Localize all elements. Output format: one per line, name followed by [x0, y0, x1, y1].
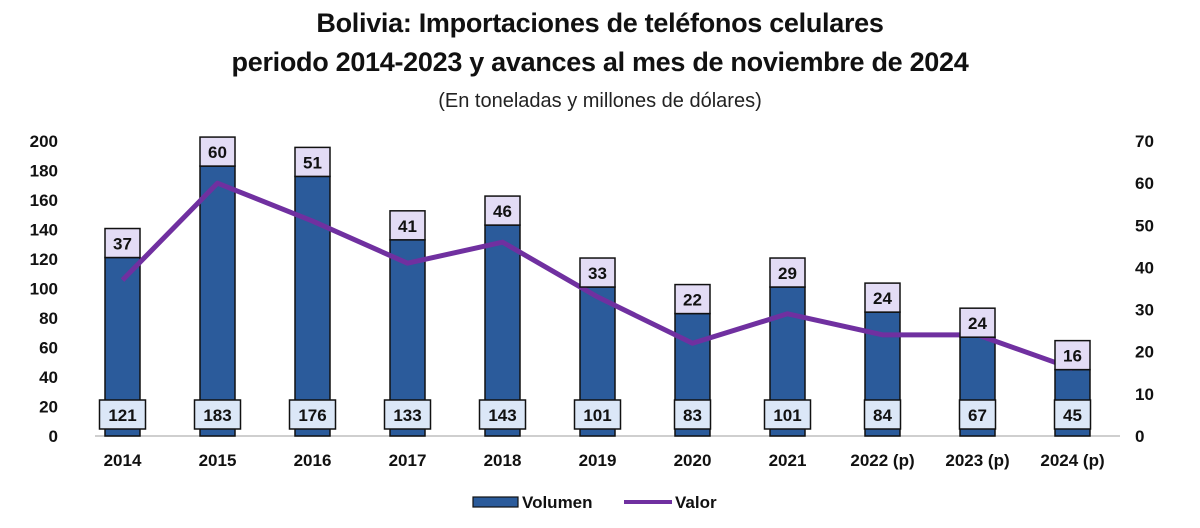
- y-right-tick-label: 60: [1135, 174, 1154, 193]
- line-label-box: [959, 307, 996, 338]
- bar-label-box: [383, 399, 432, 430]
- y-right-tick-label: 40: [1135, 258, 1154, 277]
- y-left-tick-label: 140: [30, 221, 58, 240]
- y-left-tick-label: 60: [39, 339, 58, 358]
- y-right-tick-label: 0: [1135, 427, 1144, 446]
- axes: 0 20 40 60 80 100 120 140 160 180 200 0 10 20 30 40 50 60…: [30, 132, 1154, 470]
- bar-label-box: [193, 399, 242, 430]
- x-tick-label: 2015: [199, 451, 237, 470]
- x-tick-label: 2019: [579, 451, 617, 470]
- line-label-box: [484, 195, 521, 226]
- y-left-tick-label: 40: [39, 368, 58, 387]
- bars: [104, 165, 1091, 437]
- line-label-box: [389, 210, 426, 241]
- bar-label-box: [478, 399, 527, 430]
- x-tick-label: 2021: [769, 451, 807, 470]
- x-tick-label: 2024 (p): [1040, 451, 1104, 470]
- line-label-box: [769, 257, 806, 288]
- bar-label-box: [1053, 399, 1092, 430]
- y-right-tick-label: 10: [1135, 385, 1154, 404]
- line-label-box: [294, 146, 331, 178]
- line-data-label: 29: [778, 264, 797, 283]
- line-label-box: [104, 227, 141, 259]
- chart-subtitle: (En toneladas y millones de dólares): [438, 90, 762, 112]
- line-label-box: [199, 136, 236, 167]
- line-label-box: [674, 283, 711, 315]
- line-data-label: 46: [493, 202, 512, 221]
- x-tick-label: 2023 (p): [945, 451, 1009, 470]
- y-left-tick-label: 180: [30, 162, 58, 181]
- bar-data-label: 143: [488, 406, 516, 425]
- line-data-label: 24: [968, 314, 987, 333]
- y-left-tick-label: 20: [39, 398, 58, 417]
- bar-data-label: 183: [203, 406, 231, 425]
- y-left-tick-label: 0: [49, 427, 58, 446]
- line-data-label: 22: [683, 291, 702, 310]
- bar-label-box: [958, 399, 997, 430]
- bar-label-box: [763, 399, 812, 430]
- chart-title-line2: periodo 2014-2023 y avances al mes de no…: [231, 47, 969, 77]
- y-left-tick-label: 80: [39, 309, 58, 328]
- line-data-label: 16: [1063, 347, 1082, 366]
- line-data-label: 37: [113, 235, 132, 254]
- bar-data-label: 83: [683, 406, 702, 425]
- y-left-tick-label: 160: [30, 191, 58, 210]
- legend: Volumen Valor: [472, 493, 717, 512]
- line-label-box: [1054, 339, 1091, 371]
- bar-data-label: 121: [108, 406, 136, 425]
- line-data-label: 24: [873, 289, 892, 308]
- chart-title: Bolivia: Importaciones de teléfonos celu…: [316, 8, 884, 38]
- line-data-label: 41: [398, 217, 417, 236]
- x-tick-label: 2018: [484, 451, 522, 470]
- line-data-label: 33: [588, 264, 607, 283]
- bar-label-box: [98, 399, 147, 430]
- bar-label-box: [673, 399, 712, 430]
- y-left-tick-label: 200: [30, 132, 58, 151]
- bar-data-label: 45: [1063, 406, 1082, 425]
- bar-data-label: 67: [968, 406, 987, 425]
- line-data-label: 51: [303, 153, 322, 172]
- bar-label-box: [288, 399, 337, 430]
- x-tick-label: 2014: [104, 451, 142, 470]
- bar-label-box: [863, 399, 902, 430]
- y-right-tick-label: 70: [1135, 132, 1154, 151]
- bar-data-label: 176: [298, 406, 326, 425]
- line-data-label: 60: [208, 143, 227, 162]
- legend-swatch-volumen: [472, 496, 519, 508]
- y-right-tick-label: 20: [1135, 343, 1154, 362]
- bar-data-label: 101: [773, 406, 801, 425]
- x-tick-label: 2017: [389, 451, 427, 470]
- x-tick-label: 2016: [294, 451, 332, 470]
- bar-data-label: 133: [393, 406, 421, 425]
- y-left-tick-label: 120: [30, 250, 58, 269]
- data-labels: 121 183 176 133 143 101 83 101 84 67 45 37 60 51 41 46 3…: [98, 136, 1092, 430]
- bar-data-label: 84: [873, 406, 892, 425]
- y-right-tick-label: 50: [1135, 216, 1154, 235]
- legend-label-volumen: Volumen: [522, 493, 593, 512]
- bar-data-label: 101: [583, 406, 611, 425]
- line-label-box: [864, 282, 901, 313]
- line-series: [120, 180, 1074, 371]
- x-tick-label: 2020: [674, 451, 712, 470]
- x-tick-label: 2022 (p): [850, 451, 914, 470]
- bar-label-box: [573, 399, 622, 430]
- bar-volumen: [199, 165, 236, 437]
- line-label-box: [579, 257, 616, 288]
- y-left-tick-label: 100: [30, 280, 58, 299]
- y-right-tick-label: 30: [1135, 301, 1154, 320]
- legend-label-valor: Valor: [675, 493, 717, 512]
